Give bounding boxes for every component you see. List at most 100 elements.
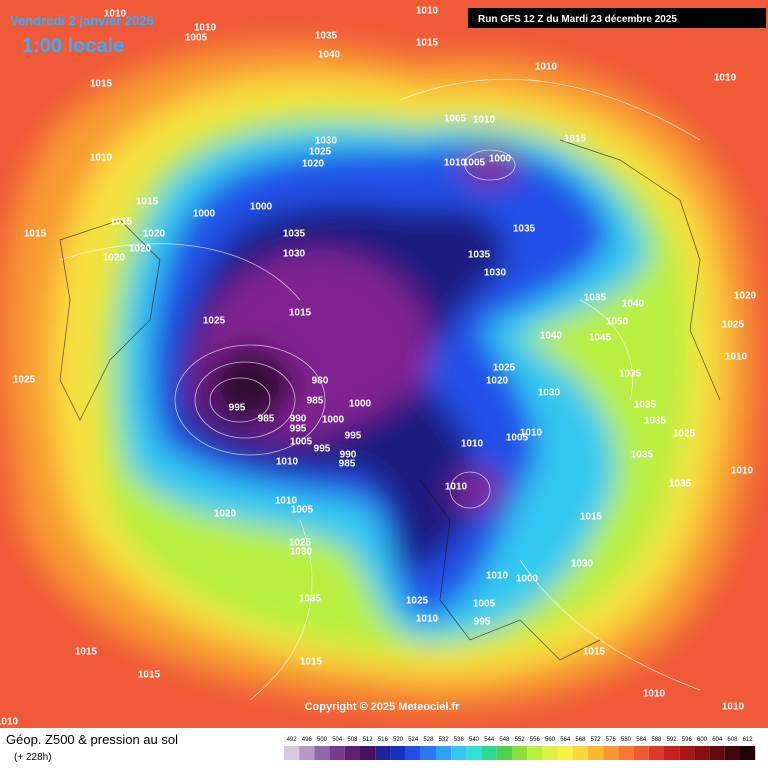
isobar-label: 1035 — [315, 31, 338, 42]
colorbar-label: 600 — [697, 737, 708, 743]
isobar-label: 985 — [307, 396, 324, 407]
colorbar-swatch — [284, 746, 300, 760]
colorbar-label: 564 — [560, 737, 571, 743]
colorbar-swatch — [709, 746, 725, 760]
run-info: Run GFS 12 Z du Mardi 23 décembre 2025 — [478, 14, 677, 25]
isobar-label: 1035 — [283, 229, 306, 240]
isobar-label: 1025 — [493, 363, 516, 374]
colorbar-swatch — [618, 746, 634, 760]
colorbar-label: 608 — [727, 737, 738, 743]
colorbar-swatch — [542, 746, 558, 760]
colorbar-label: 504 — [332, 737, 343, 743]
colorbar-label: 492 — [287, 737, 298, 743]
isobar-label: 1005 — [506, 433, 529, 444]
colorbar-label: 512 — [363, 737, 374, 743]
isobar-label: 1010 — [194, 23, 217, 34]
colorbar-swatch — [344, 746, 360, 760]
isobar-label: 1010 — [520, 428, 543, 439]
isobar-label: 1045 — [589, 333, 612, 344]
run-box — [468, 8, 766, 28]
isobar-label: 1010 — [104, 9, 127, 20]
isobar-label: 1005 — [463, 158, 486, 169]
colorbar-label: 496 — [302, 737, 313, 743]
colorbar-swatch — [603, 746, 619, 760]
isobar-label: 1015 — [24, 229, 47, 240]
isobar-label: 1020 — [214, 509, 237, 520]
colorbar-swatch — [405, 746, 421, 760]
isobar-label: 1015 — [75, 647, 98, 658]
colorbar-swatch — [572, 746, 588, 760]
isobar-label: 1000 — [516, 574, 539, 585]
colorbar-swatch — [557, 746, 573, 760]
colorbar-label: 520 — [393, 737, 404, 743]
isobar-label: 1025 — [309, 147, 332, 158]
isobar-label: 1015 — [416, 38, 439, 49]
isobar-label: 1000 — [193, 209, 216, 220]
isobar-label: 1035 — [644, 416, 667, 427]
isobar-label: 1010 — [461, 439, 484, 450]
colorbar-label: 548 — [499, 737, 510, 743]
isobar-label: 1015 — [90, 79, 113, 90]
isobar-label: 1030 — [283, 249, 306, 260]
isobar-label: 1020 — [143, 229, 166, 240]
colorbar-label: 580 — [621, 737, 632, 743]
isobar-label: 1025 — [203, 316, 226, 327]
isobar-label: 1030 — [538, 388, 561, 399]
colorbar: 492 496 500 504 508 512 516 520 524 528 532 536 540 5… — [284, 737, 756, 760]
isobar-label: 1010 — [444, 158, 467, 169]
colorbar-label: 572 — [591, 737, 602, 743]
isobar-label: 1010 — [486, 571, 509, 582]
isobar-label: 1010 — [725, 352, 748, 363]
colorbar-label: 508 — [347, 737, 358, 743]
isobar-label: 1015 — [289, 308, 312, 319]
colorbar-swatch — [451, 746, 467, 760]
isobar-label: 1040 — [622, 299, 645, 310]
colorbar-label: 596 — [682, 737, 693, 743]
isobar-label: 1010 — [473, 115, 496, 126]
isobar-label: 1030 — [571, 559, 594, 570]
isobar-label: 1030 — [315, 136, 338, 147]
isobar-label: 1020 — [486, 376, 509, 387]
isobar-label: 1010 — [535, 62, 558, 73]
colorbar-label: 612 — [743, 737, 754, 743]
isobar-label: 1015 — [564, 134, 587, 145]
isobar-label: 1005 — [444, 114, 467, 125]
isobar-label: 1015 — [583, 647, 606, 658]
isobar-label: 1010 — [643, 689, 666, 700]
isobar-label: 1010 — [722, 702, 745, 713]
isobar-label: 1025 — [722, 320, 745, 331]
isobar-label: 990 — [290, 414, 307, 425]
isobar-label: 1015 — [138, 670, 161, 681]
isobar-label: 1020 — [734, 291, 757, 302]
colorbar-swatch — [329, 746, 345, 760]
colorbar-swatch — [512, 746, 528, 760]
isobars — [59, 78, 701, 701]
isobar-label: 1030 — [484, 268, 507, 279]
isobar-label: 1005 — [291, 505, 314, 516]
isobar-label: 1020 — [302, 159, 325, 170]
colorbar-swatch — [299, 746, 315, 760]
isobar-label: 1035 — [634, 400, 657, 411]
colorbar-swatch — [679, 746, 695, 760]
colorbar-label: 592 — [667, 737, 678, 743]
isobar-label: 1030 — [290, 547, 313, 558]
colorbar-swatch — [314, 746, 330, 760]
isobar-label: 995 — [290, 424, 307, 435]
isobar-label: 985 — [339, 459, 356, 470]
colorbar-label: 568 — [575, 737, 586, 743]
colorbar-swatch — [664, 746, 680, 760]
colorbar-label: 604 — [712, 737, 723, 743]
colorbar-swatch — [648, 746, 664, 760]
isobar-label: 980 — [312, 376, 329, 387]
coastlines — [59, 139, 721, 661]
colorbar-swatch — [496, 746, 512, 760]
isobar-label: 1010 — [90, 153, 113, 164]
isobar-label: 1035 — [631, 450, 654, 461]
isobar-label: 1025 — [406, 596, 429, 607]
isobar-label: 1010 — [276, 457, 299, 468]
colorbar-swatch — [390, 746, 406, 760]
colorbar-label: 524 — [408, 737, 419, 743]
valid-date: Vendredi 2 janvier 2026 — [10, 13, 154, 28]
